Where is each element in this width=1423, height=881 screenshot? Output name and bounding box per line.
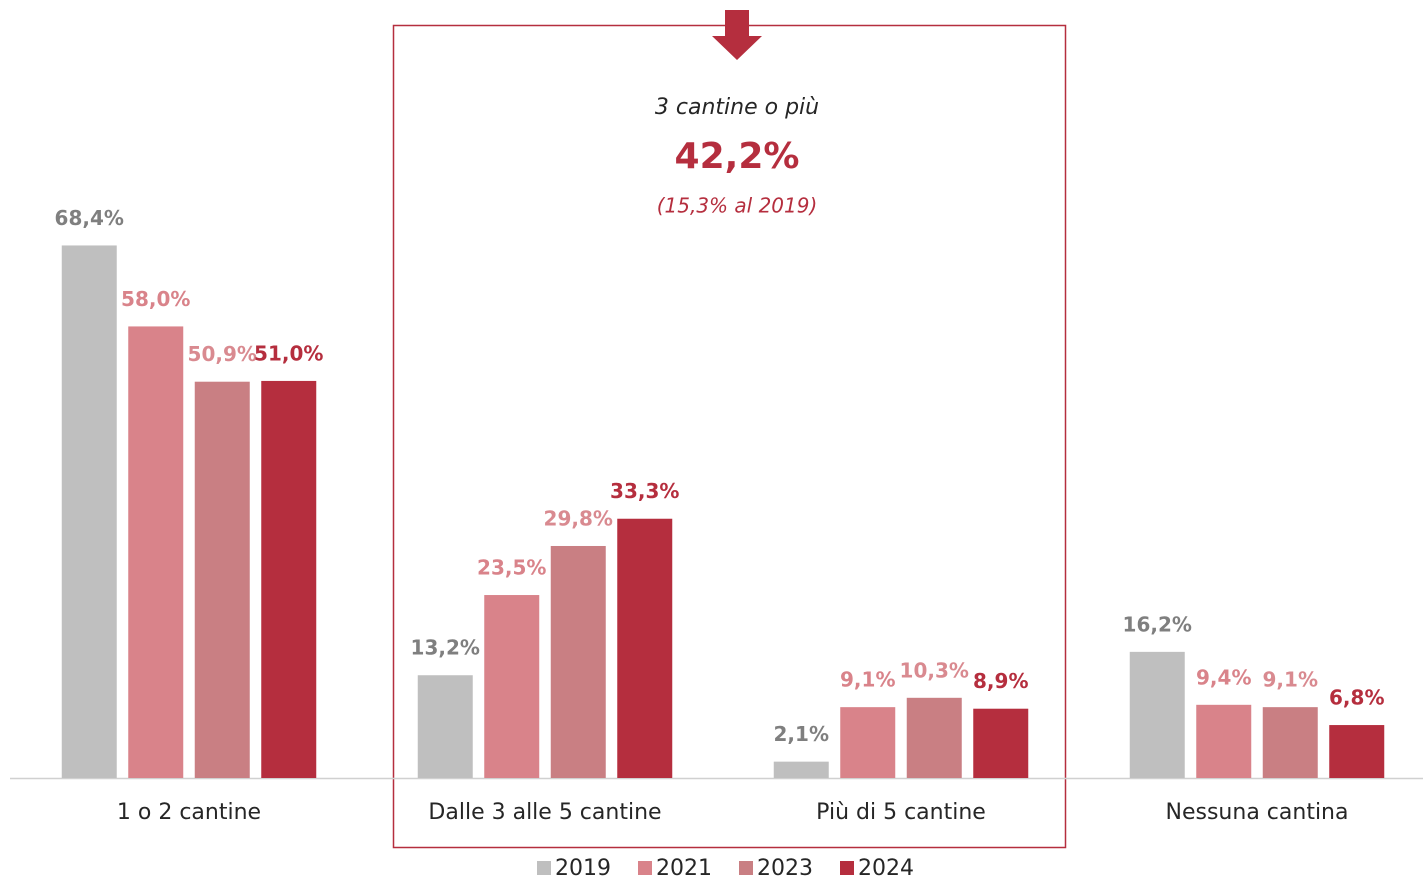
legend-label: 2021 bbox=[656, 856, 712, 881]
bar bbox=[773, 761, 829, 778]
bar bbox=[261, 380, 317, 778]
x-tick-label: Nessuna cantina bbox=[1166, 800, 1349, 825]
value-label: 33,3% bbox=[610, 479, 679, 503]
legend-label: 2024 bbox=[858, 856, 914, 881]
x-tick-label: Più di 5 cantine bbox=[816, 800, 986, 825]
bar bbox=[906, 697, 962, 778]
bar bbox=[128, 326, 184, 778]
value-label: 58,0% bbox=[121, 287, 190, 311]
bar bbox=[973, 708, 1029, 778]
value-label: 10,3% bbox=[900, 658, 969, 682]
bar bbox=[417, 675, 473, 778]
legend-swatch bbox=[638, 861, 652, 875]
legend-swatch bbox=[840, 861, 854, 875]
value-label: 9,1% bbox=[1263, 668, 1318, 692]
x-tick-label: Dalle 3 alle 5 cantine bbox=[428, 800, 661, 825]
value-label: 16,2% bbox=[1123, 612, 1192, 636]
value-label: 51,0% bbox=[254, 341, 323, 365]
bar bbox=[194, 381, 250, 778]
bar bbox=[1196, 704, 1252, 778]
value-label: 50,9% bbox=[188, 342, 257, 366]
legend-label: 2019 bbox=[555, 856, 611, 881]
annotation: 42,2% bbox=[675, 136, 800, 177]
value-label: 8,9% bbox=[973, 669, 1028, 693]
bar bbox=[1262, 707, 1318, 778]
legend-swatch bbox=[537, 861, 551, 875]
value-label: 68,4% bbox=[55, 206, 124, 230]
annotation: 3 cantine o più bbox=[655, 95, 819, 120]
bar bbox=[840, 707, 896, 778]
bar bbox=[1329, 725, 1385, 778]
x-tick-label: 1 o 2 cantine bbox=[117, 800, 261, 825]
value-label: 9,1% bbox=[840, 668, 895, 692]
value-label: 6,8% bbox=[1329, 686, 1384, 710]
bar bbox=[617, 518, 673, 778]
bar bbox=[484, 595, 540, 778]
bar bbox=[1129, 651, 1185, 778]
bar bbox=[61, 245, 117, 778]
value-label: 2,1% bbox=[774, 722, 829, 746]
value-label: 13,2% bbox=[411, 636, 480, 660]
legend-swatch bbox=[739, 861, 753, 875]
value-label: 23,5% bbox=[477, 556, 546, 580]
value-label: 29,8% bbox=[544, 506, 613, 530]
bar bbox=[550, 545, 606, 778]
arrow bbox=[712, 10, 762, 60]
annotation: (15,3% al 2019) bbox=[657, 194, 818, 218]
value-label: 9,4% bbox=[1196, 665, 1251, 689]
legend-label: 2023 bbox=[757, 856, 813, 881]
